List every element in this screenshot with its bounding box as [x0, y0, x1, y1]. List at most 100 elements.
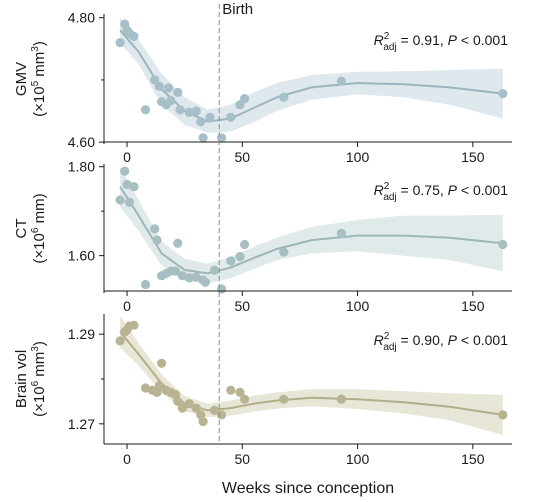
stat-end: < 0.001	[457, 182, 508, 198]
y-axis-label: Brain vol	[13, 350, 30, 408]
data-point	[163, 83, 174, 93]
y-axis-unit: (×105 mm3)	[30, 41, 48, 117]
x-tick-label: 50	[235, 149, 251, 165]
data-point	[184, 399, 194, 409]
panel-ct: 1.60 1.80 0 50 100 150 CT(×106 mm) R2 adj = 0.75…	[13, 159, 512, 314]
data-point	[191, 403, 201, 413]
data-point	[115, 38, 125, 48]
data-point	[191, 106, 201, 116]
y-unit-part: 6	[30, 380, 41, 386]
y-axis-label: CT	[13, 219, 30, 239]
stat-p: P	[448, 32, 458, 48]
stat-sub: adj	[383, 42, 396, 53]
data-point	[210, 265, 220, 275]
data-point	[198, 133, 208, 143]
panel-gmv: 4.60 4.80 0 50 100 150 GMV(×105 mm3) R2 adj = 0.…	[13, 10, 512, 165]
data-point	[279, 394, 289, 404]
x-tick-label: 50	[235, 298, 251, 314]
stat-sub: adj	[383, 342, 396, 353]
data-point	[205, 112, 215, 122]
y-axis-label: GMV	[13, 62, 30, 96]
x-tick-label: 150	[461, 149, 485, 165]
data-point	[498, 89, 508, 99]
data-point	[120, 166, 130, 176]
data-point	[154, 81, 164, 91]
data-point	[122, 179, 132, 190]
data-point	[191, 272, 201, 282]
y-unit-part: )	[31, 341, 48, 346]
x-tick-label: 50	[235, 451, 251, 467]
data-point	[173, 238, 183, 248]
data-point	[152, 235, 162, 245]
stat-rest: = 0.75,	[397, 182, 448, 198]
x-tick-label: 100	[346, 451, 370, 467]
birth-label: Birth	[222, 1, 253, 18]
data-point	[240, 239, 250, 250]
data-point	[140, 279, 151, 290]
x-tick-label: 0	[123, 451, 131, 467]
data-point	[196, 117, 206, 127]
data-point	[336, 394, 346, 404]
data-point	[115, 195, 125, 205]
x-tick-label: 100	[346, 149, 370, 165]
confidence-band	[120, 17, 503, 133]
confidence-band	[120, 316, 503, 435]
data-point	[498, 410, 508, 420]
stat-sup: 2	[384, 181, 390, 192]
y-unit-part: 3	[30, 346, 41, 352]
data-point	[336, 76, 346, 86]
x-tick-label: 150	[461, 451, 485, 467]
y-unit-part: mm	[31, 52, 48, 81]
stat-p: P	[448, 332, 458, 348]
panel-brain: 1.29 1.27 0 50 100 150 Brain vol (×106 mm3) R2 ad…	[13, 314, 512, 467]
y-unit-part: 3	[30, 46, 41, 52]
data-point	[173, 87, 183, 97]
data-point	[170, 266, 181, 276]
data-point	[157, 358, 167, 368]
x-tick-label: 0	[123, 298, 131, 314]
y-unit-part: (×10	[31, 233, 48, 263]
data-point	[279, 247, 289, 257]
stat-sup: 2	[384, 331, 390, 342]
data-point	[240, 394, 250, 404]
y-tick-label: 4.60	[68, 134, 95, 150]
y-tick-label: 4.80	[68, 10, 95, 26]
data-point	[336, 228, 346, 238]
data-point	[217, 410, 227, 420]
data-point	[166, 95, 176, 106]
data-point	[124, 197, 134, 207]
x-tick-label: 150	[461, 298, 485, 314]
y-unit-part: (×10	[31, 86, 48, 116]
data-point	[177, 271, 187, 281]
data-point	[198, 417, 208, 427]
data-point	[226, 256, 236, 266]
data-point	[184, 107, 194, 117]
data-point	[129, 31, 139, 41]
data-point	[235, 387, 245, 397]
stat-r: R	[374, 332, 384, 348]
data-point	[226, 112, 236, 122]
data-point	[150, 75, 160, 85]
y-unit-part: mm)	[31, 193, 48, 227]
data-point	[279, 92, 289, 102]
data-point	[140, 383, 151, 393]
data-point	[498, 239, 508, 250]
y-unit-part: (×10	[31, 386, 48, 416]
stat-rest: = 0.90,	[397, 332, 448, 348]
data-point	[175, 105, 185, 115]
data-point	[154, 381, 164, 391]
stat-end: < 0.001	[457, 32, 508, 48]
fit-line	[119, 186, 503, 275]
data-point	[217, 284, 227, 294]
data-point	[217, 133, 227, 143]
data-point	[140, 105, 151, 115]
stat-annotation: R2 adj = 0.91, P < 0.001	[374, 31, 509, 53]
stat-sup: 2	[384, 31, 390, 42]
data-point	[226, 385, 236, 395]
x-tick-label: 100	[346, 298, 370, 314]
stat-sub: adj	[383, 192, 396, 203]
stat-annotation: R2 adj = 0.75, P < 0.001	[374, 181, 509, 203]
data-point	[235, 251, 245, 262]
